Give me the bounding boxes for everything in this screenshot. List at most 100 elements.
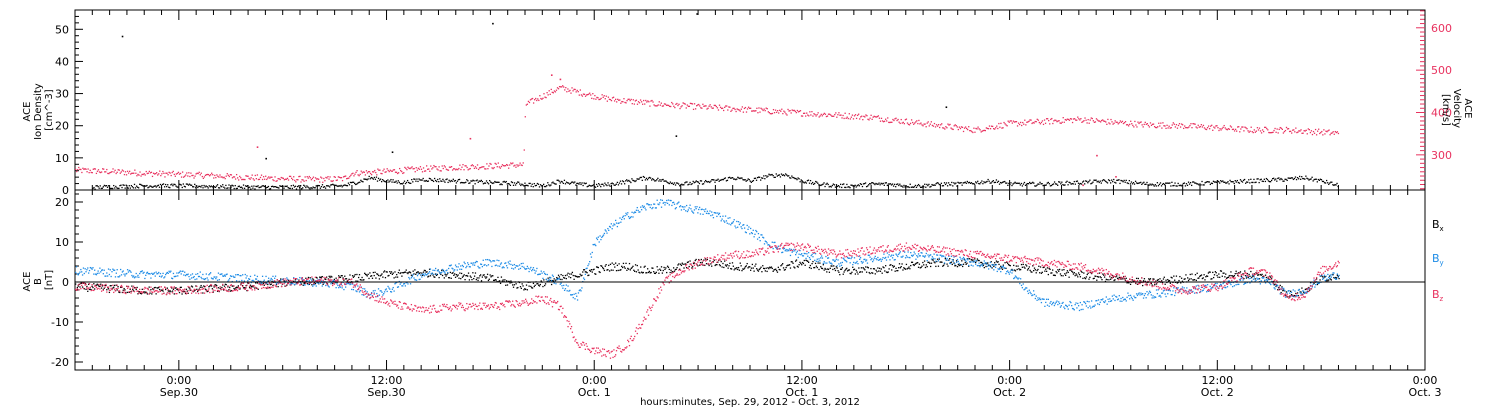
B_y-point — [419, 278, 421, 280]
B_x-point — [1158, 280, 1160, 283]
B_x-point — [886, 271, 889, 274]
data-point-point — [588, 93, 590, 95]
data-point-point — [1326, 131, 1328, 133]
B_y-point — [196, 278, 198, 280]
data-point-point — [346, 185, 349, 187]
B_x-point — [345, 278, 347, 280]
data-point-point — [425, 179, 427, 182]
B_x-point — [290, 282, 292, 284]
data-point-point — [831, 115, 833, 117]
B_x-point — [543, 279, 545, 281]
B_x-point — [720, 260, 722, 263]
data-point-point — [1185, 126, 1187, 129]
data-point-point — [439, 170, 441, 172]
data-point-point — [1194, 182, 1196, 184]
B_y-point — [230, 275, 233, 278]
B_x-point — [785, 266, 787, 269]
data-point-point — [431, 179, 434, 182]
B_y-point — [602, 235, 604, 237]
B_y-point — [138, 276, 140, 278]
B_x-point — [265, 282, 267, 284]
data-point-point — [604, 98, 606, 100]
data-point-point — [987, 178, 989, 181]
B_x-point — [1336, 274, 1339, 276]
B_x-point — [784, 268, 786, 271]
B_y-point — [615, 222, 618, 224]
B_x-point — [705, 258, 707, 260]
data-point-point — [1077, 182, 1080, 184]
data-point-point — [1257, 178, 1259, 180]
data-point-point — [1293, 177, 1296, 180]
B_y-point — [125, 273, 127, 275]
data-point-point — [487, 183, 490, 185]
data-point-point — [214, 186, 217, 188]
data-point-point — [941, 123, 943, 125]
data-point-point — [1000, 182, 1003, 184]
data-point-point — [990, 125, 993, 127]
data-point-point — [279, 178, 281, 181]
B_x-point — [271, 280, 273, 283]
data-point-point — [473, 180, 475, 182]
B_x-point — [635, 271, 638, 273]
data-point-point — [757, 176, 760, 178]
B_y-point — [441, 268, 444, 271]
data-point-point — [536, 182, 539, 185]
data-point-point — [341, 179, 344, 182]
data-point-point — [898, 121, 900, 123]
B_x-point — [433, 276, 435, 278]
B_x-point — [426, 271, 428, 273]
B_x-point — [466, 274, 468, 277]
data-point-point — [419, 166, 422, 168]
data-point-point — [251, 185, 253, 187]
data-point-point — [1237, 126, 1239, 128]
data-point-point — [651, 179, 653, 181]
data-point-point — [729, 177, 732, 179]
data-point-point — [455, 182, 458, 184]
B_x-point — [1004, 262, 1006, 264]
B_y-point — [153, 272, 156, 274]
B_x-point — [1000, 267, 1003, 269]
data-point-point — [576, 89, 578, 92]
data-point-point — [1028, 120, 1030, 122]
data-point-point — [1164, 125, 1166, 127]
B_x-point — [403, 271, 406, 273]
data-point-point — [88, 171, 90, 174]
data-point-point — [445, 168, 448, 170]
B_y-point — [81, 271, 83, 273]
B_x-point — [924, 266, 927, 269]
B_x-point — [865, 266, 867, 268]
B_y-point — [638, 211, 640, 213]
data-point-point — [1291, 132, 1293, 134]
B_x-point — [1019, 269, 1021, 271]
data-point-point — [998, 122, 1000, 125]
B_x-point — [1219, 276, 1221, 278]
B_x-point — [372, 271, 374, 274]
data-point-point — [1034, 120, 1036, 123]
data-point-point — [1135, 124, 1137, 126]
B_x-point — [460, 277, 462, 280]
data-point-point — [1282, 132, 1285, 134]
x-tick-date: Oct. 2 — [993, 386, 1026, 399]
data-point-point — [1140, 121, 1142, 123]
data-point-point — [884, 182, 886, 184]
B_y-point — [148, 272, 150, 275]
data-point-point — [1327, 182, 1329, 184]
data-point-point — [953, 182, 955, 184]
data-point-point — [1233, 130, 1236, 132]
data-point-point — [222, 184, 224, 186]
data-point-point — [1287, 177, 1289, 179]
data-point-point — [1155, 185, 1157, 187]
data-point-point — [1126, 124, 1129, 126]
data-point-point — [771, 112, 774, 115]
B_x-point — [1139, 279, 1141, 282]
data-point-point — [205, 185, 207, 187]
data-point-point — [270, 176, 272, 178]
B_y-point — [555, 283, 557, 285]
B_x-point — [1146, 283, 1148, 286]
data-point-point — [1182, 124, 1184, 126]
data-point-point — [265, 187, 268, 189]
data-point-point — [499, 167, 502, 169]
data-point-point — [798, 110, 801, 113]
B_x-point — [476, 277, 478, 279]
data-point-point — [1103, 179, 1106, 181]
